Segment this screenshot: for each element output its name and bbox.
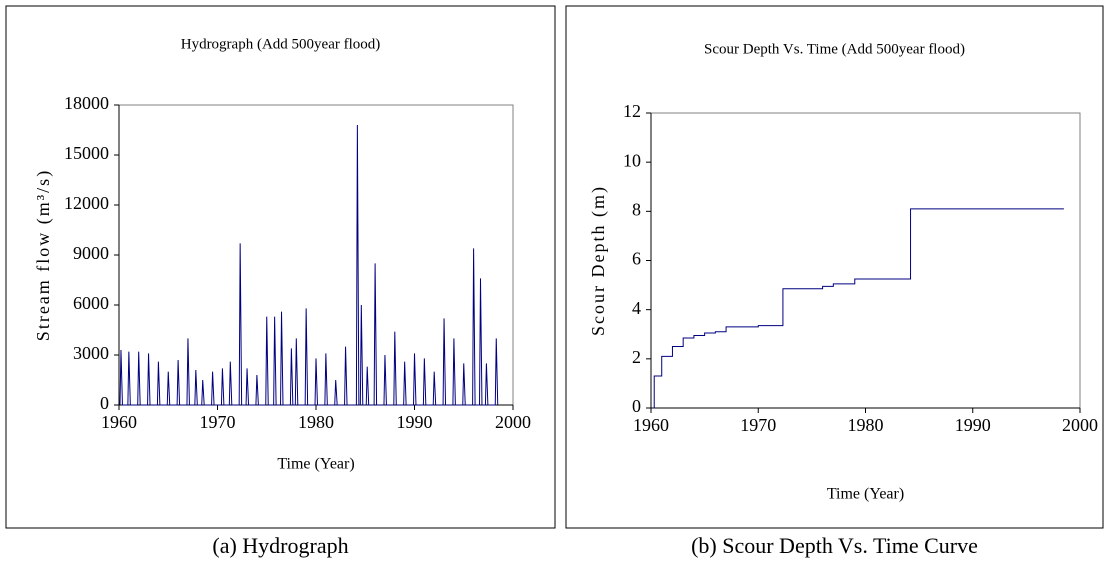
data-line	[653, 208, 1064, 409]
chart-title: Hydrograph (Add 500year flood)	[181, 36, 381, 52]
x-tick-label: 2000	[1062, 415, 1098, 435]
y-tick-label: 15000	[64, 143, 109, 163]
y-tick-label: 0	[100, 393, 109, 413]
x-tick-label: 1990	[397, 412, 433, 432]
x-tick-label: 1960	[101, 412, 137, 432]
y-tick-label: 12	[623, 101, 641, 121]
y-tick-label: 10	[623, 150, 641, 170]
y-tick-label: 6000	[73, 293, 109, 313]
y-tick-label: 3000	[73, 343, 109, 363]
chart-title: Scour Depth Vs. Time (Add 500year flood)	[704, 41, 965, 57]
data-line	[119, 124, 499, 406]
y-tick-label: 2	[632, 347, 641, 367]
x-tick-label: 1990	[955, 415, 991, 435]
y-tick-label: 0	[632, 396, 641, 416]
x-axis-label: Time (Year)	[827, 486, 904, 503]
y-tick-label: 8	[632, 199, 641, 219]
caption: (a) Hydrograph	[212, 533, 348, 558]
y-tick-label: 9000	[73, 243, 109, 263]
x-tick-label: 2000	[495, 412, 531, 432]
plot-area	[118, 104, 514, 406]
x-tick-label: 1980	[848, 415, 884, 435]
x-axis-label: Time (Year)	[277, 456, 354, 473]
y-tick-label: 18000	[64, 93, 109, 113]
y-tick-label: 12000	[64, 193, 109, 213]
x-tick-label: 1970	[200, 412, 236, 432]
caption: (b) Scour Depth Vs. Time Curve	[691, 533, 978, 558]
y-tick-label: 4	[632, 298, 641, 318]
plot-area	[650, 112, 1081, 409]
x-tick-label: 1970	[740, 415, 776, 435]
y-axis-label: Stream flow (m³/s)	[33, 169, 54, 341]
y-tick-label: 6	[632, 249, 641, 269]
y-axis-label: Scour Depth (m)	[588, 185, 609, 336]
x-tick-label: 1980	[298, 412, 334, 432]
x-tick-label: 1960	[633, 415, 669, 435]
